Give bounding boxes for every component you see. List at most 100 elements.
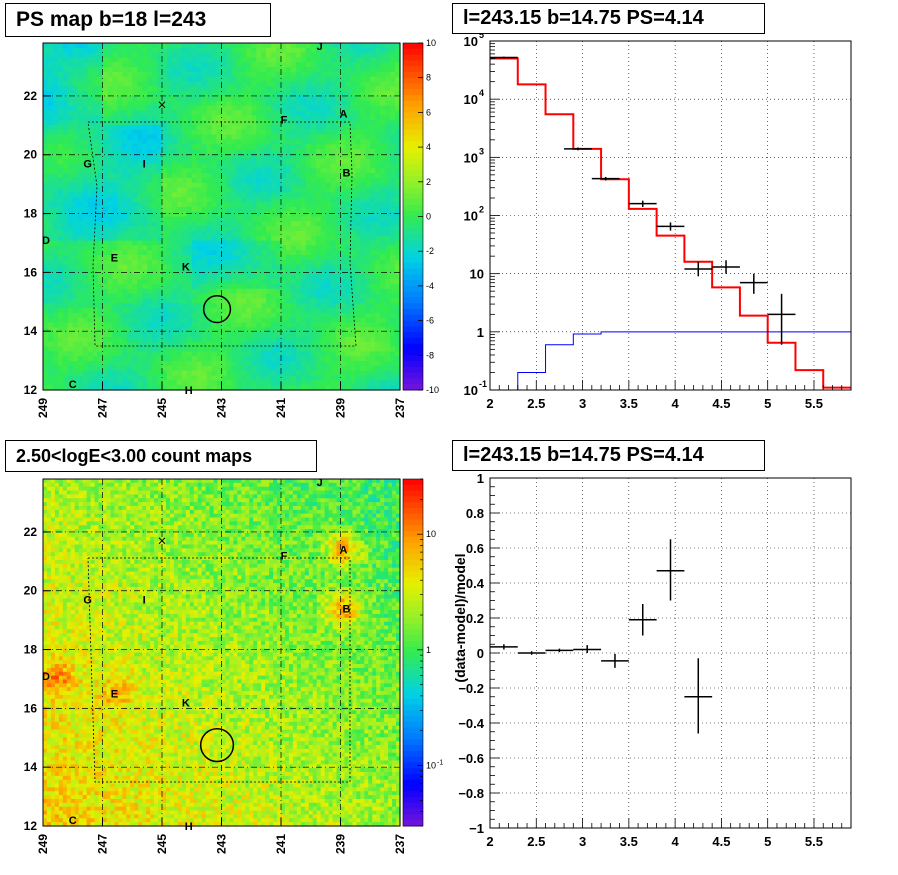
colorbar-swatch <box>403 332 423 339</box>
colorbar-swatch <box>403 768 423 775</box>
colorbar-swatch <box>403 652 423 659</box>
y-tick-label: 18 <box>24 643 38 657</box>
x-axis: 2 2.5 3 3.5 4 4.5 5 5.5 <box>486 380 852 411</box>
colorbar-swatch <box>403 158 423 165</box>
y-tick-label: −0.2 <box>458 681 484 696</box>
colorbar-swatch <box>403 635 423 642</box>
residual-panel: 2 2.5 3 3.5 4 4.5 5 5.5 −1 −0.8 −0.6 −0.4 −0.2 0 0.2 0.… <box>452 471 852 849</box>
data-point <box>490 56 518 59</box>
colorbar-swatch <box>403 77 423 84</box>
source-label: B <box>342 167 350 179</box>
colorbar-swatch <box>403 820 423 827</box>
colorbar-swatch <box>403 785 423 792</box>
colorbar-swatch <box>403 361 423 368</box>
data-point <box>490 644 518 650</box>
colorbar-swatch <box>403 502 423 509</box>
colorbar-swatch <box>403 675 423 682</box>
data-point <box>684 658 713 734</box>
colorbar-swatch <box>403 681 423 688</box>
colorbar-tick-exponent: -1 <box>437 760 443 767</box>
x-tick-label: 5.5 <box>805 834 823 849</box>
colorbar-swatch <box>403 721 423 729</box>
x-tick-label: 2 <box>486 396 493 411</box>
colorbar-swatch <box>403 664 423 671</box>
colorbar-swatch <box>403 320 423 327</box>
colorbar-swatch <box>403 733 423 740</box>
colorbar-swatch <box>403 525 423 532</box>
y-tick-label: 16 <box>24 265 38 279</box>
source-label: G <box>83 159 92 171</box>
source-label: I <box>143 595 146 607</box>
colorbar-swatch <box>403 95 423 102</box>
colorbar-swatch <box>403 129 423 137</box>
x-tick-label: 237 <box>393 834 407 854</box>
cross-marker <box>158 101 166 109</box>
colorbar-swatch <box>403 519 423 526</box>
colorbar-swatch <box>403 251 423 258</box>
data-point <box>739 273 768 294</box>
colorbar-swatch <box>403 496 423 503</box>
y-tick-label: 12 <box>24 383 38 397</box>
colorbar-tick-label: 1 <box>426 645 431 655</box>
y-tick-label: 10 <box>464 92 478 107</box>
y-tick-exponent: 3 <box>479 146 484 156</box>
colorbar-swatch <box>403 762 423 769</box>
colorbar-swatch <box>403 594 423 601</box>
ps-map-panel: J A F G I B D E K C H 249 247 245 243 241 239 237 12 14 16 18… <box>24 38 439 418</box>
colorbar-swatch <box>403 797 423 804</box>
colorbar-swatch <box>403 343 423 351</box>
colorbar-swatch <box>403 297 423 304</box>
y-tick-label: 0.6 <box>466 541 484 556</box>
colorbar-swatch <box>403 571 423 578</box>
colorbar-swatch <box>403 285 423 293</box>
y-tick-label: 22 <box>24 89 38 103</box>
colorbar-swatch <box>403 704 423 711</box>
colorbar-swatch <box>403 698 423 706</box>
data-point <box>684 261 713 277</box>
colorbar-swatch <box>403 692 423 700</box>
y-tick-label: 16 <box>24 701 38 715</box>
colorbar-swatch <box>403 222 423 229</box>
x-tick-label: 249 <box>36 834 50 854</box>
x-tick-label: 4.5 <box>712 834 730 849</box>
colorbar-swatch <box>403 646 423 653</box>
colorbar-swatch <box>403 372 423 379</box>
colorbar-swatch <box>403 384 423 391</box>
colorbar-swatch <box>403 309 423 316</box>
colorbar-tick-label: 8 <box>426 73 431 83</box>
colorbar-swatch <box>403 378 423 385</box>
x-tick-label: 3.5 <box>620 834 638 849</box>
colorbar-swatch <box>403 583 423 590</box>
y-tick-label: 18 <box>24 207 38 221</box>
colorbar-swatch <box>403 60 423 67</box>
colorbar-swatch <box>403 355 423 362</box>
plot-area <box>490 56 851 390</box>
count-map-title: 2.50<logE<3.00 count maps <box>5 440 317 472</box>
y-tick-label: 0.4 <box>466 576 485 591</box>
source-label: I <box>143 159 146 171</box>
colorbar-swatch <box>403 326 423 333</box>
colorbar-swatch <box>403 513 423 520</box>
source-label: H <box>185 385 193 397</box>
colorbar-swatch <box>403 106 423 113</box>
colorbar-swatch <box>403 176 423 183</box>
colorbar-swatch <box>403 710 423 717</box>
y-tick-label: 10 <box>464 150 478 165</box>
x-tick-label: 5 <box>764 396 771 411</box>
colorbar-swatch <box>403 716 423 723</box>
model-total-line <box>490 57 851 389</box>
colorbar-swatch <box>403 773 423 781</box>
colorbar-swatch <box>403 118 423 125</box>
colorbar-swatch <box>403 779 423 787</box>
colorbar-swatch <box>403 600 423 607</box>
colorbar-swatch <box>403 606 423 613</box>
colorbar-tick-label: -10 <box>426 385 439 395</box>
colorbar-swatch <box>403 814 423 821</box>
colorbar-swatch <box>403 66 423 73</box>
data-point <box>628 604 657 636</box>
colorbar-swatch <box>403 629 423 636</box>
y-tick-label: 14 <box>24 324 38 338</box>
source-circle <box>202 294 232 324</box>
colorbar-swatch <box>403 135 423 142</box>
